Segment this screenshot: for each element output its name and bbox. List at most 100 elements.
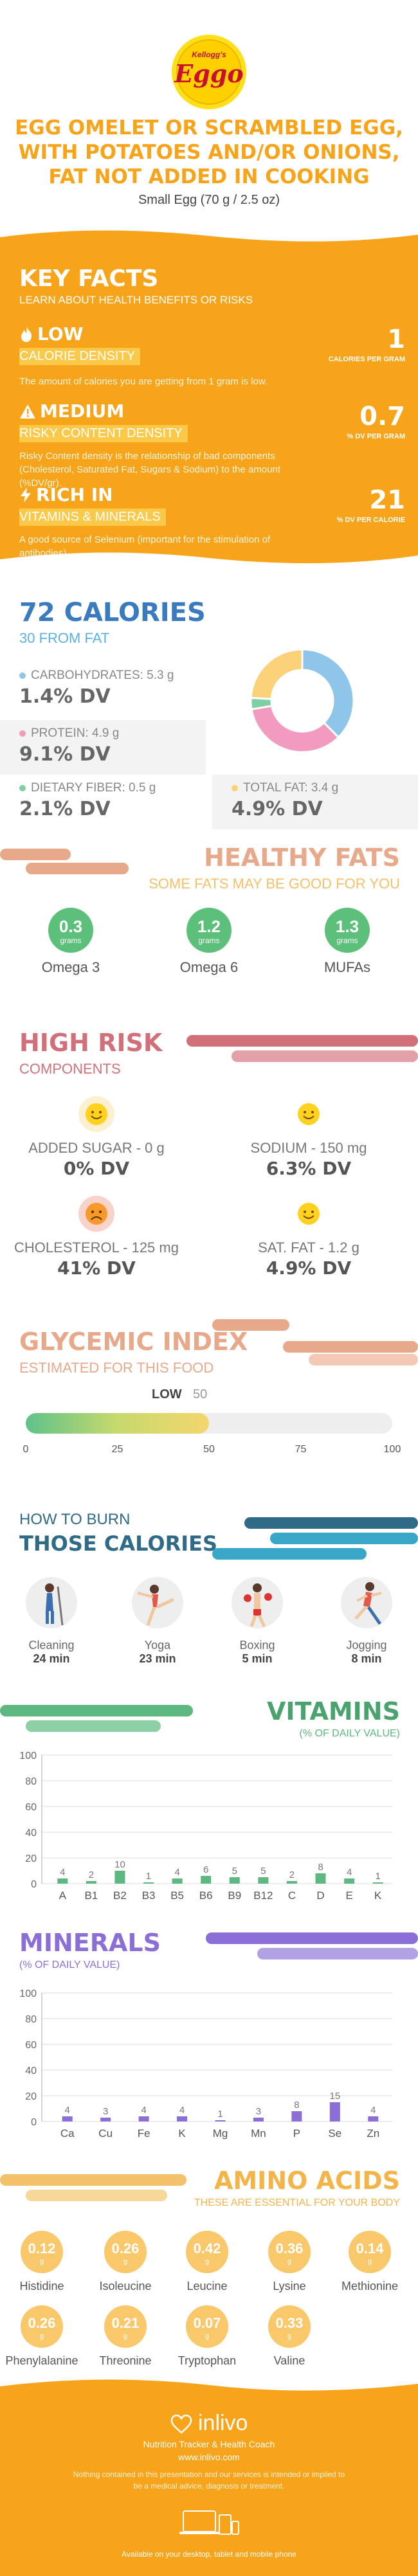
amino-name: Methionine: [341, 2280, 399, 2292]
minerals-title: MINERALS: [19, 1929, 161, 1957]
calories-section: 72 CALORIES 30 FROM FAT CARBOHYDRATES: 5…: [0, 572, 418, 829]
mineral-bar-P: [291, 2111, 302, 2121]
key-fact-description: Risky Content density is the relationshi…: [19, 451, 281, 489]
fat-value: 1.3: [335, 917, 359, 936]
vitamin-value-label: 4: [174, 1867, 179, 1878]
wave-top: [0, 2372, 418, 2391]
eggo-logo: [172, 35, 246, 109]
vitamin-bar-C: [286, 1881, 297, 1884]
wave-top: [0, 222, 418, 242]
minerals-section: MINERALS (% OF DAILY VALUE) 0 20 40 60 80 100…: [0, 1916, 418, 2160]
food-title: EGG OMELET OR SCRAMBLED EGG, WITH POTATO…: [15, 116, 403, 188]
mineral-value-label: 3: [256, 2106, 261, 2117]
warning-icon: [20, 404, 35, 419]
activity-name: Yoga: [144, 1639, 171, 1652]
mineral-category-label: Se: [328, 2127, 341, 2139]
amino-acids-section: AMINO ACIDS THESE ARE ESSENTIAL FOR YOUR…: [0, 2160, 418, 2372]
key-fact-level: MEDIUM: [40, 401, 125, 422]
key-fact-description: The amount of calories you are getting f…: [19, 376, 268, 387]
amino-unit: g: [123, 2258, 128, 2265]
key-facts-subtitle: LEARN ABOUT HEALTH BENEFITS OR RISKS: [19, 294, 253, 306]
mineral-ytick-label: 0: [31, 2117, 37, 2128]
mineral-value-label: 4: [65, 2105, 70, 2116]
vitamin-category-label: B1: [84, 1889, 98, 1902]
mineral-bar-Ca: [62, 2116, 73, 2121]
amino-value: 0.07: [193, 2315, 221, 2331]
activity-boxing: Boxing 5 min: [209, 1574, 305, 1666]
ribbon: [244, 1517, 418, 1529]
nutrient-dv: 9.1% DV: [19, 743, 111, 766]
fat-value: 0.3: [59, 917, 83, 936]
donut-slice-protein: [250, 705, 340, 753]
vitamin-bar-B1: [86, 1881, 96, 1884]
vitamin-value-label: 1: [146, 1871, 151, 1882]
vitamin-category-label: K: [374, 1889, 382, 1902]
glycemic-bar-fill: [26, 1413, 209, 1434]
footer-tagline: Nutrition Tracker & Health Coach: [143, 2439, 275, 2449]
risk-dv: 4.9% DV: [266, 1257, 352, 1279]
footer-url[interactable]: www.inlivo.com: [178, 2452, 240, 2462]
risk-dv: 0% DV: [63, 1158, 130, 1179]
ribbon: [26, 2190, 167, 2201]
vitamin-value-label: 4: [60, 1867, 65, 1878]
nutrient-fiber: DIETARY FIBER: 0.5 g 2.1% DV: [0, 775, 193, 829]
mineral-ytick-label: 40: [25, 2066, 37, 2076]
mineral-value-label: 4: [370, 2105, 376, 2116]
glycemic-tick-label: 75: [295, 1444, 307, 1455]
vitamin-category-label: B3: [142, 1889, 156, 1902]
amino-name: Valine: [273, 2354, 305, 2367]
vitamin-ytick-label: 60: [25, 1802, 37, 1813]
risk-label: SAT. FAT - 1.2 g: [258, 1239, 359, 1256]
vitamin-category-label: E: [345, 1889, 352, 1902]
glycemic-title: GLYCEMIC INDEX: [19, 1328, 248, 1356]
vitamin-value-label: 6: [203, 1864, 208, 1875]
risk-dv: 41% DV: [57, 1257, 136, 1279]
vitamin-value-label: 2: [289, 1869, 295, 1880]
key-fact-value: 0.7: [359, 402, 405, 431]
vitamin-value-label: 8: [318, 1862, 323, 1873]
key-facts-title: KEY FACTS: [19, 266, 159, 292]
yoga-icon: [132, 1577, 183, 1628]
key-fact-unit: % DV PER GRAM: [347, 433, 405, 440]
risk-label: CHOLESTEROL - 125 mg: [14, 1239, 179, 1256]
risk-label: SODIUM - 150 mg: [250, 1140, 367, 1156]
vitamin-category-label: B6: [199, 1889, 213, 1902]
nutrient-fat: TOTAL FAT: 3.4 g 4.9% DV: [212, 775, 418, 829]
amino-name: Histidine: [19, 2280, 64, 2292]
glycemic-index-section: GLYCEMIC INDEX ESTIMATED FOR THIS FOOD L…: [0, 1311, 418, 1498]
ribbon: [309, 1354, 418, 1365]
mineral-ytick-label: 20: [25, 2091, 37, 2102]
mineral-bar-Mg: [215, 2120, 226, 2121]
amino-phenylalanine: 0.26 g Phenylalanine: [3, 2305, 80, 2368]
happy-face-icon: [298, 1103, 320, 1125]
mineral-category-label: P: [293, 2127, 300, 2139]
logo-text: Eggo: [174, 59, 244, 88]
fat-unit: grams: [336, 936, 358, 945]
vitamin-category-label: B9: [228, 1889, 241, 1902]
amino-name: Lysine: [273, 2280, 306, 2292]
vitamins-bar-chart: 0 20 40 60 80 100 4 A 2 B1 10 B2 1 B3 4 B5 6 B6 5 B9 5 B12 2 C 8…: [19, 1751, 392, 1902]
mineral-category-label: Ca: [60, 2127, 75, 2139]
fat-name: Omega 6: [179, 959, 239, 975]
nutrient-label: PROTEIN: 4.9 g: [31, 726, 120, 740]
ribbon: [257, 1948, 418, 1959]
healthy-fats-title: HEALTHY FATS: [204, 843, 400, 872]
ribbon: [206, 1932, 418, 1944]
key-fact-unit: CALORIES PER GRAM: [328, 356, 405, 363]
logo-brand: Kellogg's: [192, 50, 226, 59]
calories-from-fat: 30 FROM FAT: [19, 630, 110, 646]
key-fact-vitamins: RICH IN VITAMINS & MINERALS A good sourc…: [19, 484, 405, 568]
ribbon: [186, 1035, 418, 1047]
glycemic-bar-track: [26, 1413, 392, 1434]
carbs-dot: [19, 672, 26, 679]
activity-time: 24 min: [33, 1652, 70, 1665]
ribbon: [232, 1050, 418, 1062]
donut-slice-carbohydrates: [301, 648, 355, 739]
ribbon: [212, 1319, 289, 1331]
amino-name: Threonine: [99, 2354, 152, 2367]
ribbon: [26, 863, 129, 874]
mineral-value-label: 15: [329, 2091, 340, 2102]
mineral-bar-K: [177, 2116, 188, 2121]
key-fact-label: RISKY CONTENT DENSITY: [19, 425, 188, 442]
amino-tryptophan: 0.07 g Tryptophan: [168, 2305, 246, 2368]
